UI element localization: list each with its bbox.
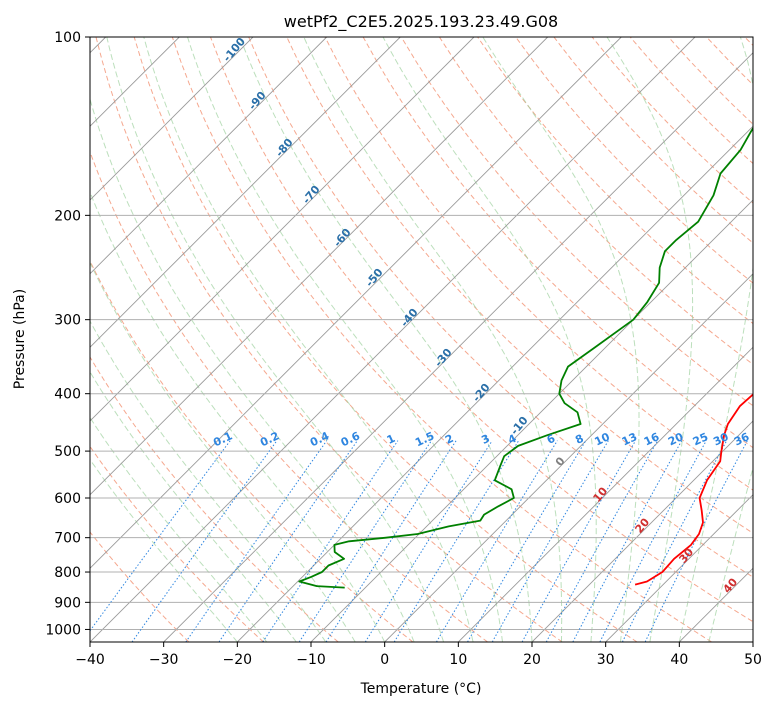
x-tick-label: 40 — [670, 652, 688, 668]
y-tick-label: 800 — [54, 565, 81, 581]
chart-title: wetPf2_C2E5.2025.193.23.49.G08 — [284, 12, 558, 32]
y-tick-label: 400 — [54, 387, 81, 403]
x-tick-label: 0 — [380, 652, 389, 668]
y-tick-label: 100 — [54, 30, 81, 46]
y-tick-label: 1000 — [45, 622, 81, 638]
x-tick-label: 30 — [597, 652, 615, 668]
x-tick-label: 10 — [449, 652, 467, 668]
y-tick-label: 900 — [54, 595, 81, 611]
y-tick-label: 700 — [54, 531, 81, 547]
x-tick-label: 50 — [744, 652, 762, 668]
y-axis-label: Pressure (hPa) — [12, 289, 28, 389]
x-tick-label: −10 — [296, 652, 326, 668]
x-tick-label: 20 — [523, 652, 541, 668]
x-axis-label: Temperature (°C) — [360, 681, 482, 697]
y-tick-label: 600 — [54, 491, 81, 507]
x-tick-label: −20 — [223, 652, 253, 668]
y-tick-label: 200 — [54, 208, 81, 224]
y-tick-label: 300 — [54, 313, 81, 329]
x-tick-label: −30 — [149, 652, 179, 668]
x-tick-label: −40 — [75, 652, 105, 668]
y-tick-label: 500 — [54, 444, 81, 460]
